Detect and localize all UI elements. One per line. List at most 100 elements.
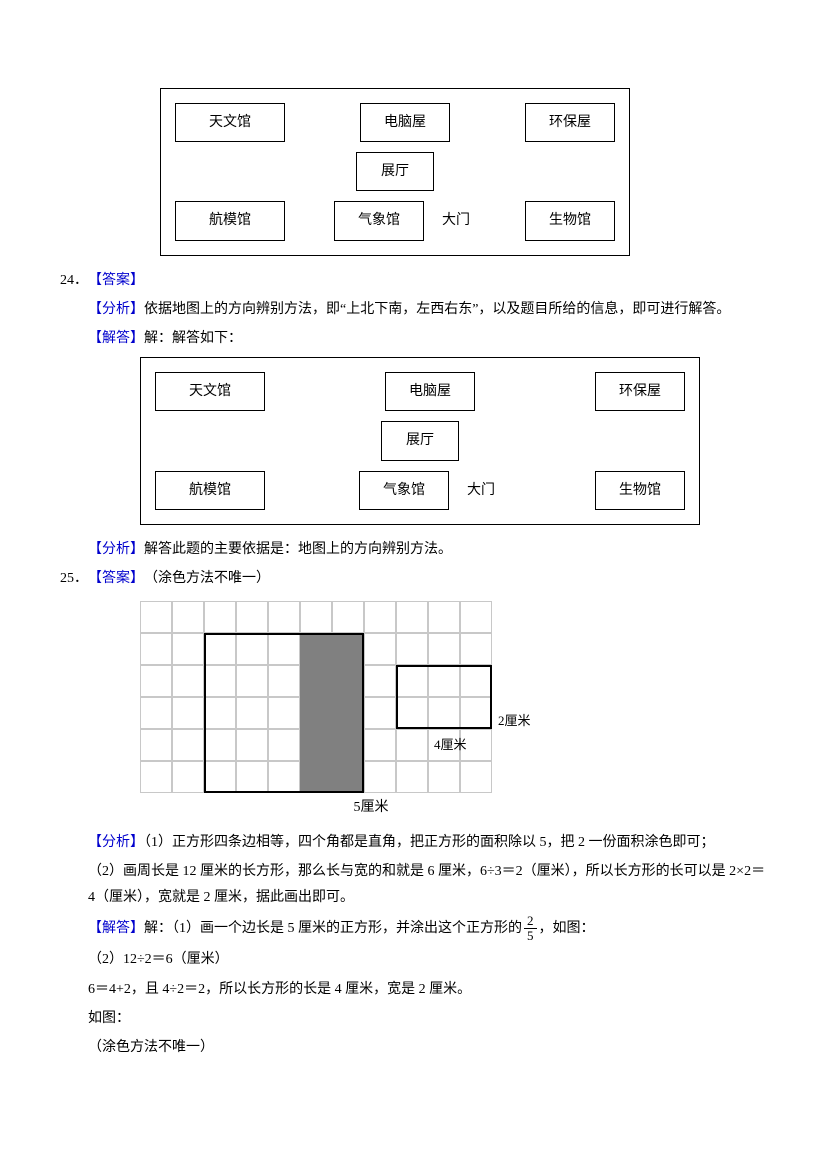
map2-row-south: 航模馆 气象馆 大门 生物馆 [155, 471, 685, 510]
grid-cell [460, 761, 492, 793]
fraction-num: 2 [524, 914, 537, 929]
map-diagram-1: 天文馆 电脑屋 环保屋 展厅 航模馆 气象馆 大门 生物馆 [160, 88, 767, 256]
q25-solve-5: （涂色方法不唯一） [88, 1035, 767, 1060]
grid-cell [204, 697, 236, 729]
grid-cell [364, 601, 396, 633]
grid-cell [236, 729, 268, 761]
q25-analysis-text1: （1）正方形四条边相等，四个角都是直角，把正方形的面积除以 5，把 2 一份面积… [144, 835, 715, 850]
grid-cell [140, 761, 172, 793]
map-diagram-2: 天文馆 电脑屋 环保屋 展厅 航模馆 气象馆 大门 生物馆 [140, 357, 767, 525]
q24-analysis2-text: 解答此题的主要依据是：地图上的方向辨别方法。 [144, 542, 452, 557]
grid-cell [236, 665, 268, 697]
grid-cell [204, 761, 236, 793]
grid-cell [268, 633, 300, 665]
grid-cell [268, 761, 300, 793]
box-computer: 电脑屋 [360, 103, 450, 142]
grid-cell [204, 633, 236, 665]
label-4cm: 4厘米 [434, 733, 467, 756]
q25-solve-4: 如图： [88, 1006, 767, 1031]
grid-cell [396, 729, 428, 761]
grid-cell [172, 729, 204, 761]
grid-cell [428, 633, 460, 665]
q25-solve-2: （2）12÷2＝6（厘米） [88, 947, 767, 972]
grid-cell [204, 665, 236, 697]
grid-cell [268, 729, 300, 761]
q24-line: 24． 【答案】 [60, 268, 767, 293]
grid-cell [140, 729, 172, 761]
q24-solve-label: 【解答】 [88, 331, 144, 346]
shaded-region [300, 633, 364, 793]
q25-analysis-text2: （2）画周长是 12 厘米的长方形，那么长与宽的和就是 6 厘米，6÷3＝2（厘… [88, 864, 765, 904]
grid-cell [364, 697, 396, 729]
grid-cell [236, 697, 268, 729]
grid-cell [268, 601, 300, 633]
grid-cell [204, 601, 236, 633]
q25-solve-label: 【解答】 [88, 921, 144, 936]
q24-analysis2: 【分析】解答此题的主要依据是：地图上的方向辨别方法。 [88, 537, 767, 562]
q25-line: 25． 【答案】（涂色方法不唯一） [60, 566, 767, 591]
box-aeromodel: 航模馆 [175, 201, 285, 240]
q25-answer-note: （涂色方法不唯一） [144, 566, 270, 591]
box-enviro: 环保屋 [525, 103, 615, 142]
map2-row-north: 天文馆 电脑屋 环保屋 [155, 372, 685, 411]
box-astronomy: 天文馆 [175, 103, 285, 142]
q24-analysis-label: 【分析】 [88, 302, 144, 317]
grid-cell [300, 601, 332, 633]
q25-analysis-label: 【分析】 [88, 835, 144, 850]
q24-answer-label: 【答案】 [88, 268, 144, 293]
map-row-center: 展厅 [175, 152, 615, 191]
grid-cell [396, 761, 428, 793]
grid-cell [364, 633, 396, 665]
map-border: 天文馆 电脑屋 环保屋 展厅 航模馆 气象馆 大门 生物馆 [160, 88, 630, 256]
box2-exhibit: 展厅 [381, 421, 459, 460]
q25-answer-label: 【答案】 [88, 566, 144, 591]
box2-computer: 电脑屋 [385, 372, 475, 411]
label-5cm: 5厘米 [140, 795, 492, 820]
grid-cell [172, 601, 204, 633]
q25-solve-1: 【解答】解：（1）画一个边长是 5 厘米的正方形，并涂出这个正方形的25，如图： [88, 914, 767, 944]
q24-solve-text: 解：解答如下： [144, 331, 242, 346]
q25-analysis-1: 【分析】（1）正方形四条边相等，四个角都是直角，把正方形的面积除以 5，把 2 … [60, 830, 767, 855]
gate-label-2: 大门 [461, 478, 501, 503]
grid-cell [172, 633, 204, 665]
grid-diagram: 4厘米 2厘米 5厘米 [140, 601, 767, 820]
grid-cell [172, 761, 204, 793]
label-2cm: 2厘米 [498, 709, 531, 732]
q24-solve: 【解答】解：解答如下： [88, 326, 767, 351]
grid-cell [428, 601, 460, 633]
box2-astronomy: 天文馆 [155, 372, 265, 411]
grid-cell [172, 697, 204, 729]
box2-weather: 气象馆 [359, 471, 449, 510]
fraction-den: 5 [524, 929, 537, 943]
grid-cell [140, 633, 172, 665]
q25-number: 25． [60, 566, 88, 591]
grid-cell [204, 729, 236, 761]
grid-cell [236, 601, 268, 633]
box2-aeromodel: 航模馆 [155, 471, 265, 510]
box2-biology: 生物馆 [595, 471, 685, 510]
grid-cell [268, 697, 300, 729]
grid-cell [236, 633, 268, 665]
map-border-2: 天文馆 电脑屋 环保屋 展厅 航模馆 气象馆 大门 生物馆 [140, 357, 700, 525]
grid-cell [428, 761, 460, 793]
grid-cell [268, 665, 300, 697]
fraction-2-5: 25 [524, 914, 537, 944]
grid-cell [332, 601, 364, 633]
map-row-south: 航模馆 气象馆 大门 生物馆 [175, 201, 615, 240]
q25-solve-3: 6＝4+2，且 4÷2＝2，所以长方形的长是 4 厘米，宽是 2 厘米。 [88, 977, 767, 1002]
grid-cell [460, 601, 492, 633]
box-weather: 气象馆 [334, 201, 424, 240]
box-exhibit: 展厅 [356, 152, 434, 191]
rect-4x2 [396, 665, 492, 729]
grid-cell [140, 601, 172, 633]
grid-cell [364, 665, 396, 697]
grid-cell [396, 601, 428, 633]
grid-cell [140, 665, 172, 697]
box-biology: 生物馆 [525, 201, 615, 240]
gate-label: 大门 [436, 208, 476, 233]
map-row-north: 天文馆 电脑屋 环保屋 [175, 103, 615, 142]
map2-row-center: 展厅 [155, 421, 685, 460]
box2-enviro: 环保屋 [595, 372, 685, 411]
q24-number: 24． [60, 268, 88, 293]
grid-cell [172, 665, 204, 697]
